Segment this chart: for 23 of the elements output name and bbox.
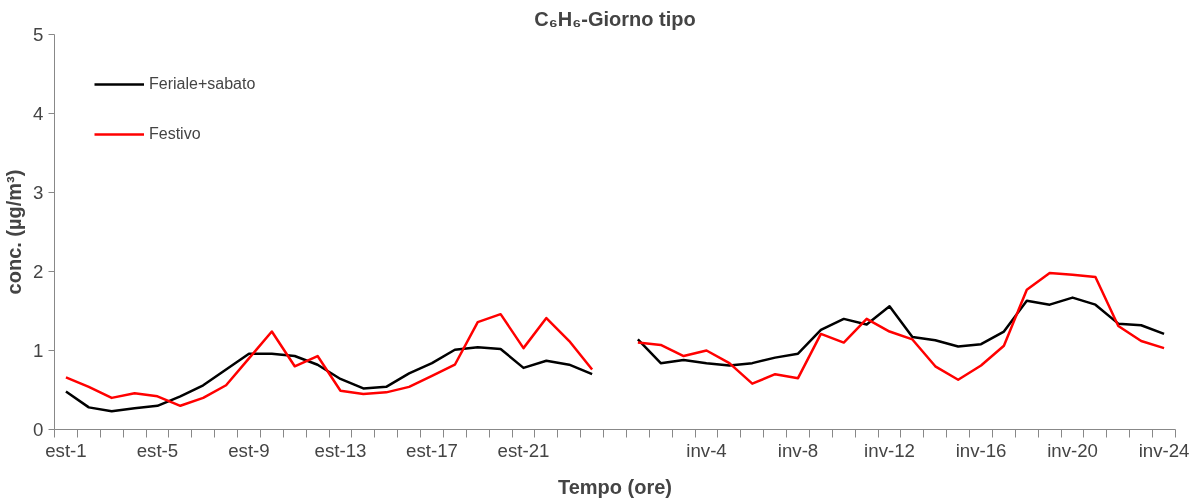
x-tick-label: inv-24 <box>1138 439 1190 461</box>
y-tick-label: 0 <box>33 419 44 440</box>
x-axis-title: Tempo (ore) <box>557 475 673 498</box>
chart-title: C₆H₆-Giorno tipo <box>534 7 696 30</box>
y-axis-title: conc. (µg/m³) <box>3 169 26 295</box>
legend-label: Feriale+sabato <box>149 75 256 93</box>
y-tick-label: 4 <box>33 103 44 124</box>
x-tick-label: est-21 <box>497 439 550 461</box>
legend-label: Festivo <box>149 125 201 143</box>
x-tick-label: est-9 <box>228 439 270 461</box>
x-tick-label: inv-8 <box>777 439 819 461</box>
y-tick-label: 2 <box>33 261 44 282</box>
x-tick-label: inv-12 <box>864 439 915 461</box>
x-tick-label: inv-20 <box>1047 439 1098 461</box>
x-tick-label: est-1 <box>45 439 87 461</box>
y-tick-label: 5 <box>33 24 44 45</box>
x-tick-label: est-13 <box>314 439 367 461</box>
y-tick-label: 1 <box>33 340 44 361</box>
x-tick-label: est-17 <box>406 439 458 461</box>
x-tick-label: est-5 <box>136 439 179 461</box>
x-tick-label: inv-4 <box>686 439 727 461</box>
x-tick-label: inv-16 <box>955 439 1007 461</box>
y-tick-label: 3 <box>33 182 44 203</box>
